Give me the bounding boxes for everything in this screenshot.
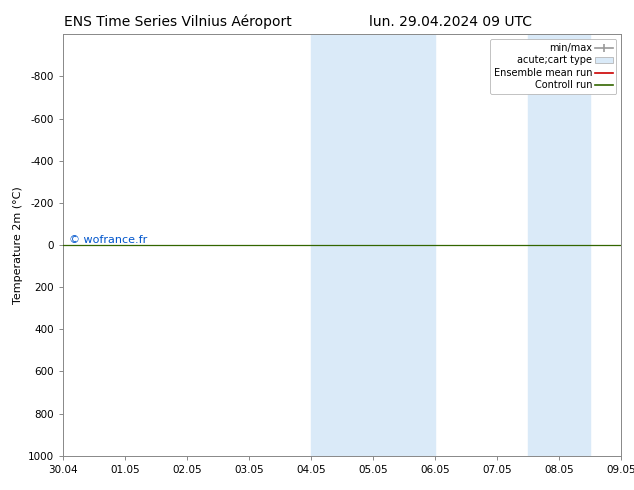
Text: ENS Time Series Vilnius Aéroport: ENS Time Series Vilnius Aéroport <box>63 15 292 29</box>
Bar <box>342 34 436 456</box>
Bar <box>559 34 590 456</box>
Legend: min/max, acute;cart type, Ensemble mean run, Controll run: min/max, acute;cart type, Ensemble mean … <box>489 39 616 94</box>
Y-axis label: Temperature 2m (°C): Temperature 2m (°C) <box>13 186 23 304</box>
Bar <box>528 34 559 456</box>
Bar <box>311 34 342 456</box>
Text: lun. 29.04.2024 09 UTC: lun. 29.04.2024 09 UTC <box>368 15 532 29</box>
Text: © wofrance.fr: © wofrance.fr <box>69 235 147 245</box>
